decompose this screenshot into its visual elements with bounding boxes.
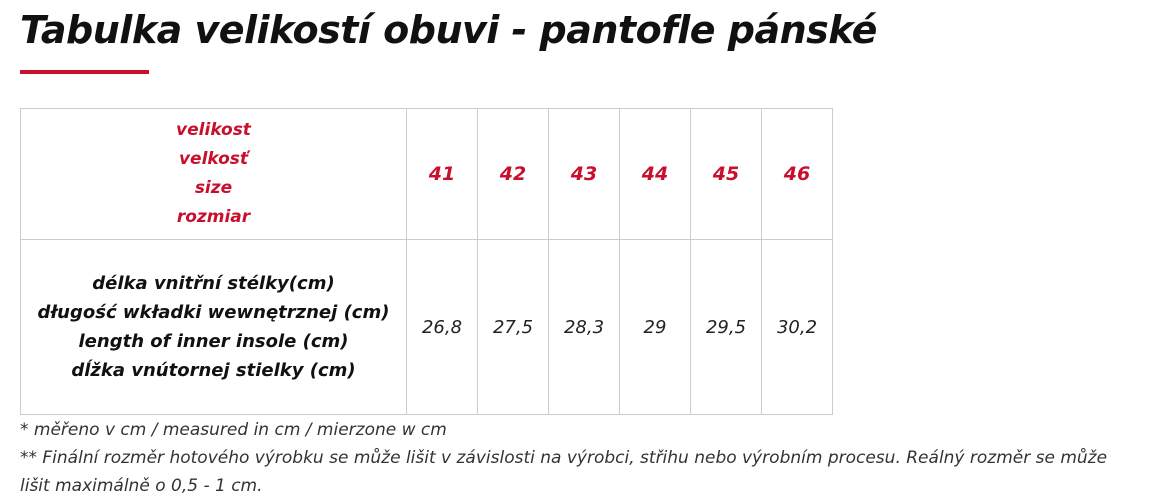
- label: dĺžka vnútornej stielky (cm): [71, 360, 356, 381]
- cell: 42: [477, 108, 549, 240]
- label: velkosť: [178, 149, 249, 169]
- note: * měřeno v cm / measured in cm / mierzon…: [20, 420, 447, 440]
- cell: 27,5: [477, 239, 549, 415]
- label: rozmiar: [176, 207, 251, 227]
- cell: 29,5: [690, 239, 762, 415]
- cell: 30,2: [761, 239, 833, 415]
- cell: 29: [619, 239, 691, 415]
- notes: * měřeno v cm / measured in cm / mierzon…: [20, 416, 1140, 500]
- cell: 41: [406, 108, 478, 240]
- label: długość wkładki wewnętrznej (cm): [37, 302, 390, 323]
- cell: 43: [548, 108, 620, 240]
- row: velikost velkosť size rozmiar 41 42 43 44 4…: [20, 108, 833, 240]
- label: size: [194, 178, 233, 198]
- header-cell: délka vnitřní stélky(cm) długość wkładki …: [20, 239, 407, 415]
- title-underline: [20, 70, 149, 74]
- cell: 44: [619, 108, 691, 240]
- header-cell: velikost velkosť size rozmiar: [20, 108, 407, 240]
- cell: 45: [690, 108, 762, 240]
- label: velikost: [176, 120, 251, 140]
- cell: 28,3: [548, 239, 620, 415]
- title: Tabulka velikostí obuvi - pantofle pánsk…: [20, 8, 877, 52]
- row: délka vnitřní stélky(cm) długość wkładki …: [20, 239, 833, 415]
- label: length of inner insole (cm): [78, 331, 349, 352]
- cell: 26,8: [406, 239, 478, 415]
- size-table: velikost velkosť size rozmiar 41 42 43 44 4…: [20, 108, 833, 415]
- label: délka vnitřní stélky(cm): [92, 273, 335, 294]
- cell: 46: [761, 108, 833, 240]
- note: ** Finální rozměr hotového výrobku se mů…: [20, 448, 1108, 496]
